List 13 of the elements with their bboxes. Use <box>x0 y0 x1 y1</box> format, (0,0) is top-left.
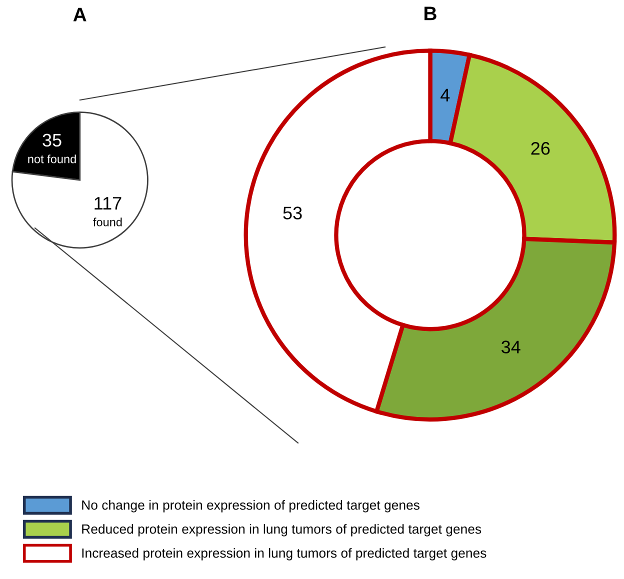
legend-label: No change in protein expression of predicted target genes <box>82 500 420 512</box>
legend-label: Increased protein expression in lung tumors of predicted target genes <box>82 548 486 560</box>
data-label: 26 <box>531 142 550 155</box>
data-label: 4 <box>440 88 450 102</box>
data-label: 53 <box>283 206 302 220</box>
slice-label: not found <box>28 154 76 164</box>
chart-title: B <box>424 6 436 20</box>
data-label: 35 <box>42 134 62 147</box>
chart-title: A <box>73 8 86 22</box>
data-label: 34 <box>502 340 520 354</box>
legend-label: Reduced protein expression in lung tumors of predicted target genes <box>82 524 482 536</box>
slice-label: found <box>93 218 122 226</box>
data-label: 117 <box>94 197 122 210</box>
